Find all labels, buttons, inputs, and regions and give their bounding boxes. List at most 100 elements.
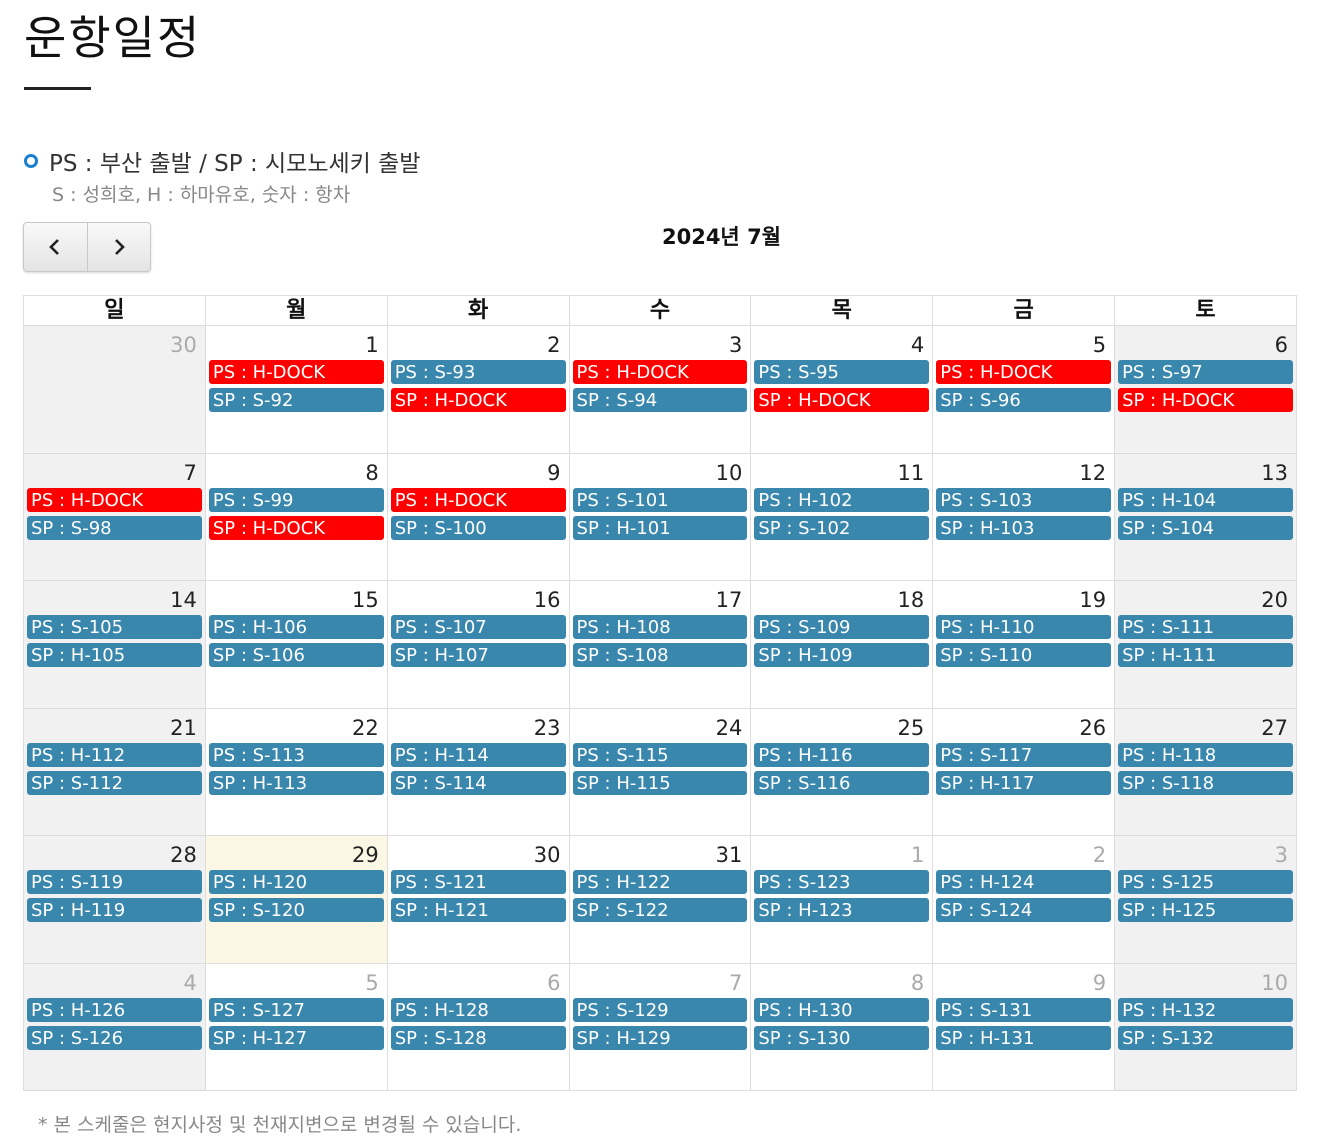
calendar-day-cell[interactable]: 3 PS : H-DOCK SP : S-94 [568, 325, 752, 454]
schedule-event[interactable]: SP : H-105 [27, 643, 202, 667]
schedule-event[interactable]: PS : H-110 [936, 615, 1112, 639]
schedule-event[interactable]: SP : S-108 [572, 643, 748, 667]
schedule-event[interactable]: SP : H-101 [572, 515, 748, 540]
schedule-event[interactable]: SP : H-113 [208, 770, 384, 795]
schedule-event[interactable]: PS : H-108 [572, 615, 748, 639]
schedule-event[interactable]: SP : S-96 [936, 388, 1112, 412]
calendar-day-cell[interactable]: 7 PS : S-129 SP : H-129 [568, 962, 752, 1091]
calendar-day-cell[interactable]: 16 PS : S-107 SP : H-107 [386, 580, 570, 709]
schedule-event[interactable]: SP : S-106 [208, 643, 384, 667]
calendar-day-cell[interactable]: 17 PS : H-108 SP : S-108 [568, 580, 752, 709]
schedule-event[interactable]: PS : H-106 [208, 615, 384, 639]
schedule-event[interactable]: PS : S-105 [27, 615, 202, 639]
schedule-event[interactable]: PS : S-103 [936, 487, 1112, 512]
schedule-event[interactable]: SP : H-DOCK [1118, 388, 1293, 412]
schedule-event[interactable]: SP : S-104 [1118, 515, 1293, 540]
calendar-day-cell[interactable]: 10 PS : H-132 SP : S-132 [1114, 962, 1297, 1091]
schedule-event[interactable]: PS : S-107 [390, 615, 566, 639]
schedule-event[interactable]: SP : S-128 [390, 1025, 566, 1050]
schedule-event[interactable]: PS : H-102 [754, 487, 930, 512]
calendar-day-cell[interactable]: 6 PS : S-97 SP : H-DOCK [1114, 325, 1297, 454]
schedule-event[interactable]: SP : H-DOCK [208, 515, 384, 540]
schedule-event[interactable]: SP : S-124 [936, 898, 1112, 922]
schedule-event[interactable]: SP : H-DOCK [754, 388, 930, 412]
schedule-event[interactable]: SP : H-117 [936, 770, 1112, 795]
calendar-day-cell[interactable]: 23 PS : H-114 SP : S-114 [386, 707, 570, 836]
schedule-event[interactable]: SP : H-129 [572, 1025, 748, 1050]
schedule-event[interactable]: SP : S-112 [27, 770, 202, 795]
schedule-event[interactable]: SP : S-98 [27, 515, 202, 540]
schedule-event[interactable]: PS : S-109 [754, 615, 930, 639]
schedule-event[interactable]: SP : H-109 [754, 643, 930, 667]
calendar-day-cell[interactable]: 22 PS : S-113 SP : H-113 [204, 707, 388, 836]
schedule-event[interactable]: PS : S-119 [27, 870, 202, 894]
schedule-event[interactable]: SP : H-127 [208, 1025, 384, 1050]
schedule-event[interactable]: SP : H-121 [390, 898, 566, 922]
schedule-event[interactable]: SP : S-92 [208, 388, 384, 412]
schedule-event[interactable]: PS : S-97 [1118, 360, 1293, 384]
schedule-event[interactable]: PS : H-118 [1118, 742, 1293, 767]
schedule-event[interactable]: SP : H-111 [1118, 643, 1293, 667]
calendar-day-cell[interactable]: 31 PS : H-122 SP : S-122 [568, 835, 752, 964]
schedule-event[interactable]: SP : S-122 [572, 898, 748, 922]
schedule-event[interactable]: SP : H-DOCK [390, 388, 566, 412]
calendar-day-cell[interactable]: 4 PS : S-95 SP : H-DOCK [750, 325, 934, 454]
calendar-day-cell[interactable]: 6 PS : H-128 SP : S-128 [386, 962, 570, 1091]
next-month-button[interactable] [86, 223, 151, 271]
schedule-event[interactable]: PS : H-128 [390, 997, 566, 1022]
calendar-day-cell[interactable]: 2 PS : H-124 SP : S-124 [932, 835, 1116, 964]
calendar-day-cell[interactable]: 14 PS : S-105 SP : H-105 [23, 580, 206, 709]
calendar-day-cell[interactable]: 27 PS : H-118 SP : S-118 [1114, 707, 1297, 836]
schedule-event[interactable]: SP : S-100 [390, 515, 566, 540]
calendar-day-cell[interactable]: 28 PS : S-119 SP : H-119 [23, 835, 206, 964]
calendar-day-cell[interactable]: 8 PS : H-130 SP : S-130 [750, 962, 934, 1091]
schedule-event[interactable]: PS : H-DOCK [390, 487, 566, 512]
schedule-event[interactable]: PS : S-115 [572, 742, 748, 767]
calendar-day-cell[interactable]: 29 PS : H-120 SP : S-120 [204, 835, 388, 964]
calendar-day-cell[interactable]: 8 PS : S-99 SP : H-DOCK [204, 452, 388, 581]
calendar-day-cell[interactable]: 18 PS : S-109 SP : H-109 [750, 580, 934, 709]
schedule-event[interactable]: SP : H-115 [572, 770, 748, 795]
schedule-event[interactable]: PS : H-122 [572, 870, 748, 894]
schedule-event[interactable]: SP : S-120 [208, 898, 384, 922]
schedule-event[interactable]: SP : H-123 [754, 898, 930, 922]
schedule-event[interactable]: SP : S-102 [754, 515, 930, 540]
calendar-day-cell[interactable]: 9 PS : H-DOCK SP : S-100 [386, 452, 570, 581]
schedule-event[interactable]: SP : H-103 [936, 515, 1112, 540]
calendar-day-cell[interactable]: 21 PS : H-112 SP : S-112 [23, 707, 206, 836]
schedule-event[interactable]: SP : H-107 [390, 643, 566, 667]
schedule-event[interactable]: PS : H-116 [754, 742, 930, 767]
schedule-event[interactable]: SP : H-131 [936, 1025, 1112, 1050]
calendar-day-cell[interactable]: 4 PS : H-126 SP : S-126 [23, 962, 206, 1091]
calendar-day-cell[interactable]: 12 PS : S-103 SP : H-103 [932, 452, 1116, 581]
calendar-day-cell[interactable]: 5 PS : H-DOCK SP : S-96 [932, 325, 1116, 454]
calendar-day-cell[interactable]: 2 PS : S-93 SP : H-DOCK [386, 325, 570, 454]
schedule-event[interactable]: PS : H-114 [390, 742, 566, 767]
schedule-event[interactable]: PS : S-121 [390, 870, 566, 894]
schedule-event[interactable]: PS : H-112 [27, 742, 202, 767]
schedule-event[interactable]: SP : S-132 [1118, 1025, 1293, 1050]
schedule-event[interactable]: SP : S-110 [936, 643, 1112, 667]
schedule-event[interactable]: PS : H-DOCK [27, 487, 202, 512]
schedule-event[interactable]: SP : S-114 [390, 770, 566, 795]
schedule-event[interactable]: SP : S-126 [27, 1025, 202, 1050]
calendar-day-cell[interactable]: 26 PS : S-117 SP : H-117 [932, 707, 1116, 836]
calendar-day-cell[interactable]: 5 PS : S-127 SP : H-127 [204, 962, 388, 1091]
schedule-event[interactable]: SP : H-119 [27, 898, 202, 922]
schedule-event[interactable]: SP : S-130 [754, 1025, 930, 1050]
calendar-day-cell[interactable]: 10 PS : S-101 SP : H-101 [568, 452, 752, 581]
schedule-event[interactable]: PS : S-101 [572, 487, 748, 512]
calendar-day-cell[interactable]: 3 PS : S-125 SP : H-125 [1114, 835, 1297, 964]
schedule-event[interactable]: PS : H-DOCK [936, 360, 1112, 384]
calendar-day-cell[interactable]: 24 PS : S-115 SP : H-115 [568, 707, 752, 836]
calendar-day-cell[interactable]: 20 PS : S-111 SP : H-111 [1114, 580, 1297, 709]
calendar-day-cell[interactable]: 1 PS : H-DOCK SP : S-92 [204, 325, 388, 454]
schedule-event[interactable]: SP : S-116 [754, 770, 930, 795]
schedule-event[interactable]: PS : S-129 [572, 997, 748, 1022]
schedule-event[interactable]: PS : S-111 [1118, 615, 1293, 639]
calendar-day-cell[interactable]: 7 PS : H-DOCK SP : S-98 [23, 452, 206, 581]
schedule-event[interactable]: PS : H-120 [208, 870, 384, 894]
schedule-event[interactable]: PS : H-130 [754, 997, 930, 1022]
schedule-event[interactable]: SP : H-125 [1118, 898, 1293, 922]
calendar-day-cell[interactable]: 9 PS : S-131 SP : H-131 [932, 962, 1116, 1091]
